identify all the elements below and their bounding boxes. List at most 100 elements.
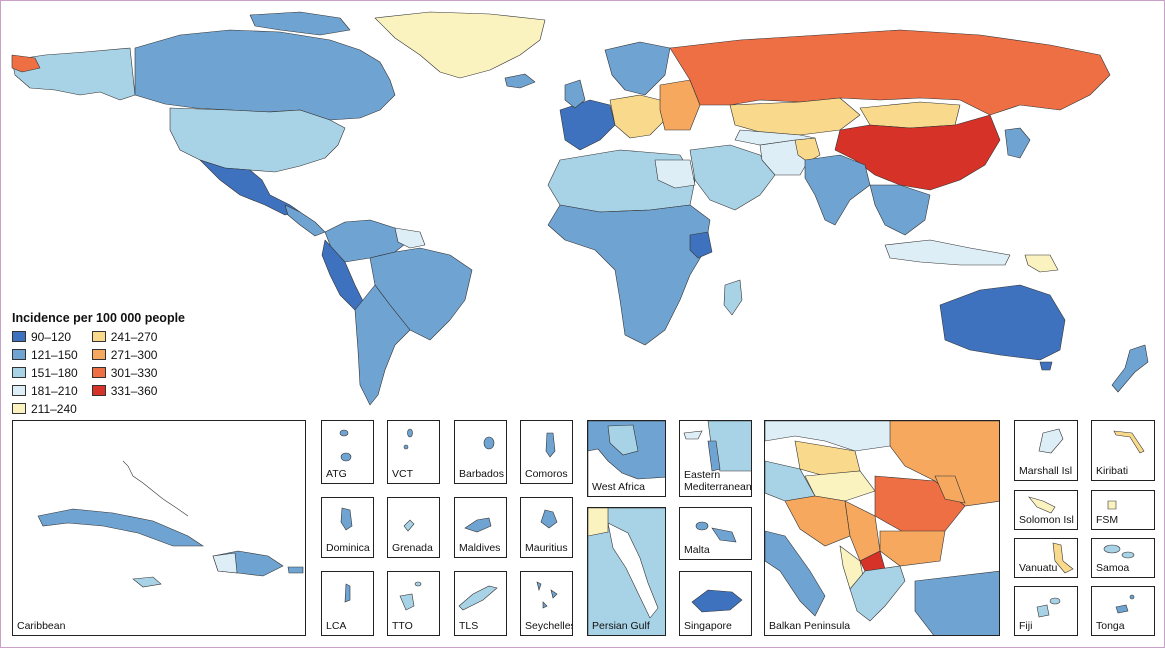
inset-mauritius-map (540, 509, 558, 529)
region-western-europe (559, 99, 616, 151)
legend-label: 241–270 (110, 329, 158, 344)
region-kazakhstan (729, 97, 861, 136)
inset-label: VCT (392, 468, 413, 480)
inset-atg: ATG (321, 420, 374, 484)
inset-comoros: Comoros (520, 420, 573, 484)
legend-item: 301–330 (91, 364, 158, 381)
inset-fiji-map (1036, 597, 1061, 618)
inset-fiji: Fiji (1014, 586, 1078, 636)
region-new-zealand (1111, 344, 1149, 393)
inset-label: Malta (684, 544, 710, 556)
inset-label: Singapore (684, 620, 732, 632)
shape-vanuatu (1052, 542, 1074, 574)
legend-swatch (12, 367, 26, 378)
legend-column-left: 90–120 121–150 151–180 181–210 211–240 (12, 328, 78, 417)
shape-maldives (464, 517, 492, 533)
inset-west-africa: West Africa (587, 420, 666, 497)
legend-item: 331–360 (91, 382, 158, 399)
shape-marshall (1038, 428, 1064, 454)
inset-persian-gulf-map (588, 508, 665, 635)
inset-label: Maldives (459, 542, 501, 554)
inset-west-africa-map (588, 421, 665, 496)
region-middle-east (689, 144, 776, 211)
inset-malta-map (695, 521, 737, 543)
inset-label: Barbados (459, 468, 504, 480)
legend-swatch (12, 331, 26, 342)
shape-israel (707, 440, 721, 472)
legend-item: 181–210 (12, 382, 78, 399)
inset-solomon: Solomon Isl (1014, 490, 1078, 530)
inset-label: Fiji (1019, 620, 1033, 632)
inset-vct: VCT (387, 420, 440, 484)
region-sub-saharan-africa (547, 204, 711, 346)
shape-atg (339, 429, 349, 437)
legend-swatch (12, 349, 26, 360)
shape-haiti (212, 552, 238, 574)
shape-lca (344, 583, 351, 603)
shape-turkey (914, 570, 999, 635)
inset-vanuatu-map (1052, 542, 1074, 574)
inset-eastern-mediterranean: Eastern Mediterranean (679, 420, 752, 497)
inset-label: TTO (392, 620, 413, 632)
region-greenland (374, 11, 546, 79)
legend-item: 121–150 (12, 346, 78, 363)
inset-tto-map (399, 581, 422, 611)
shape-croatia-bosnia (784, 495, 851, 547)
inset-grenada-map (403, 519, 415, 532)
region-egypt (654, 159, 696, 189)
shape-jamaica (132, 576, 162, 588)
region-central-america (284, 204, 326, 237)
inset-barbados: Barbados (454, 420, 507, 484)
region-russia-far-east-left (11, 54, 41, 73)
shape-vct-2 (403, 444, 409, 450)
inset-label: ATG (326, 468, 347, 480)
shape-tls (458, 585, 498, 611)
shape-kiribati (1113, 430, 1145, 454)
region-southern-cone (354, 284, 411, 406)
map-legend: Incidence per 100 000 people 90–120 121–… (12, 311, 212, 417)
shape-puerto-rico (287, 566, 304, 574)
legend-label: 181–210 (31, 383, 78, 398)
region-central-asia (734, 129, 816, 146)
inset-kiribati: Kiribati (1091, 420, 1155, 481)
shape-seychelles (536, 581, 558, 609)
shape-cuba (37, 508, 204, 547)
region-usa (169, 107, 346, 173)
legend-label: 211–240 (31, 401, 77, 416)
world-choropleth-map (11, 11, 1149, 406)
inset-label: Tonga (1096, 620, 1125, 632)
shape-solomon (1028, 496, 1056, 514)
legend-item: 211–240 (12, 400, 78, 417)
legend-label: 331–360 (110, 383, 158, 398)
shape-tto-2 (414, 581, 422, 587)
region-india (804, 154, 871, 226)
legend-item: 151–180 (12, 364, 78, 381)
inset-label: Caribbean (17, 620, 66, 632)
inset-caribbean: Caribbean (12, 420, 306, 636)
inset-label: Marshall Isl (1019, 465, 1073, 477)
inset-tls: TLS (454, 571, 507, 636)
inset-label: TLS (459, 620, 479, 632)
shape-grenada (403, 519, 415, 532)
inset-maldives: Maldives (454, 497, 507, 558)
inset-vanuatu: Vanuatu (1014, 538, 1078, 578)
legend-label: 301–330 (110, 365, 158, 380)
inset-label: LCA (326, 620, 347, 632)
region-southeast-asia (869, 184, 931, 236)
inset-lca-map (344, 583, 351, 603)
inset-maldives-map (464, 517, 492, 533)
inset-label: Dominica (326, 542, 370, 554)
inset-caribbean-map (37, 460, 304, 588)
shape-tto (399, 593, 415, 611)
legend-label: 271–300 (110, 347, 158, 362)
shape-bahamas (122, 460, 189, 517)
inset-atg-map (339, 429, 352, 462)
inset-grenada: Grenada (387, 497, 440, 558)
inset-seychelles-map (536, 581, 558, 609)
inset-barbados-map (483, 436, 495, 450)
legend-label: 121–150 (31, 347, 78, 362)
region-tasmania (1039, 361, 1053, 371)
legend-swatch (91, 349, 106, 360)
legend-column-right: 241–270 271–300 301–330 331–360 (91, 328, 158, 417)
shape-cyprus (683, 430, 703, 440)
